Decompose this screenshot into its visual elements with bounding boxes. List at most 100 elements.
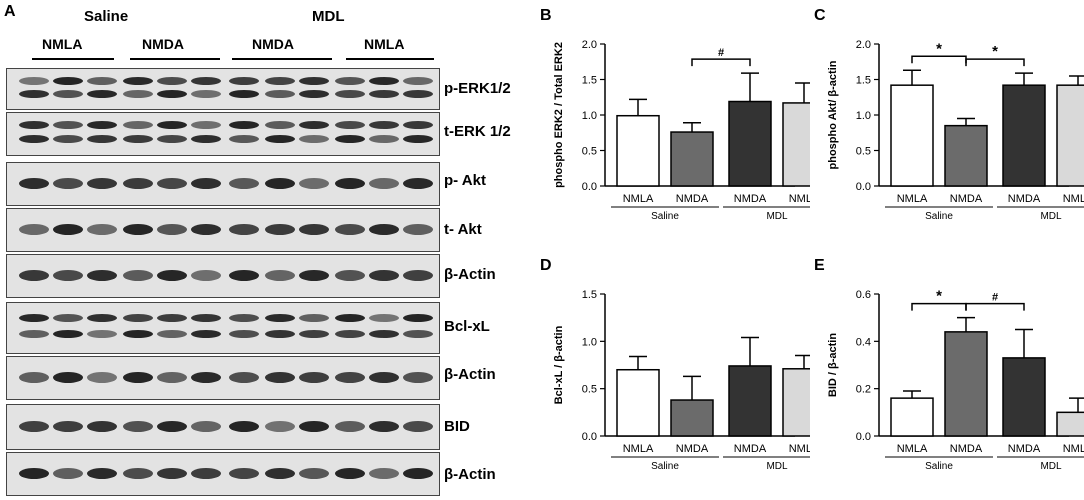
x-tick-label: NMLA (897, 193, 928, 205)
y-tick-label: 1.0 (582, 336, 597, 348)
y-tick-label: 1.5 (582, 289, 597, 301)
blot-row-label: β-Actin (444, 466, 496, 483)
bar (782, 102, 810, 187)
blot-strip (6, 112, 440, 156)
blot-band (53, 330, 83, 339)
blot-band (403, 420, 433, 432)
blot-band (191, 420, 221, 432)
blot-band (403, 121, 433, 130)
y-tick-label: 1.5 (582, 75, 597, 87)
bar (616, 114, 660, 187)
significance-mark: * (936, 40, 942, 57)
significance-mark: # (718, 47, 724, 59)
bar (670, 131, 714, 187)
blot-band (335, 135, 365, 144)
y-axis-label: BID / β-actin (827, 333, 839, 397)
blot-band (19, 90, 49, 99)
significance-bracket (965, 302, 1025, 311)
blot-band (369, 313, 399, 322)
y-tick-label: 0.0 (582, 431, 597, 443)
blot-band (335, 223, 365, 235)
blot-band (299, 121, 329, 130)
blot-band (53, 135, 83, 144)
blot-band (157, 330, 187, 339)
blot-strip (6, 208, 440, 252)
blot-band (229, 76, 259, 85)
blot-band (265, 420, 295, 432)
group-label: MDL (766, 211, 788, 222)
blot-band (19, 330, 49, 339)
blot-band (335, 330, 365, 339)
lane-group-label: NMLA (364, 36, 405, 52)
blot-band (191, 269, 221, 281)
significance-mark: # (992, 292, 998, 304)
y-axis-label: phospho Akt/ β-actin (827, 60, 839, 169)
blot-band (335, 177, 365, 189)
blot-band (123, 467, 153, 479)
significance-mark: * (936, 288, 942, 305)
group-label-saline: Saline (84, 8, 129, 25)
blot-band (123, 177, 153, 189)
y-tick-label: 2.0 (582, 39, 597, 51)
blot-band (335, 76, 365, 85)
x-tick-label: NMDA (1008, 443, 1041, 455)
panel-letter: E (814, 257, 825, 274)
blot-band (157, 76, 187, 85)
blot-band (335, 90, 365, 99)
blot-band (87, 90, 117, 99)
blot-band (335, 121, 365, 130)
group-label-mdl: MDL (312, 8, 345, 25)
y-tick-label: 1.0 (582, 110, 597, 122)
blot-strip (6, 254, 440, 298)
blot-band (299, 467, 329, 479)
blot-band (53, 76, 83, 85)
blot-band (19, 121, 49, 130)
y-tick-label: 2.0 (856, 39, 871, 51)
y-tick-label: 0.6 (856, 289, 871, 301)
blot-band (265, 121, 295, 130)
blot-band (229, 467, 259, 479)
blot-band (299, 313, 329, 322)
blot-band (19, 76, 49, 85)
x-tick-label: NMLA (623, 193, 654, 205)
blot-band (123, 371, 153, 383)
blot-band (19, 223, 49, 235)
y-axis-label: Bcl-xL / β-actin (553, 325, 565, 404)
blot-band (229, 371, 259, 383)
blot-band (87, 121, 117, 130)
blot-band (335, 467, 365, 479)
blot-band (157, 371, 187, 383)
group-label: Saline (925, 211, 953, 222)
blot-band (335, 269, 365, 281)
blot-band (369, 135, 399, 144)
significance-bracket (691, 58, 751, 67)
blot-strip (6, 302, 440, 354)
bar (944, 124, 988, 187)
group-label: MDL (766, 461, 788, 472)
blot-band (299, 177, 329, 189)
blot-band (53, 121, 83, 130)
y-tick-label: 1.0 (856, 110, 871, 122)
blot-band (19, 269, 49, 281)
x-tick-label: NMLA (1063, 443, 1084, 455)
blot-band (265, 135, 295, 144)
blot-band (87, 76, 117, 85)
blot-band (403, 371, 433, 383)
blot-band (123, 269, 153, 281)
blot-band (299, 330, 329, 339)
lane-group-underline (130, 58, 220, 60)
y-tick-label: 0.0 (582, 181, 597, 193)
blot-band (265, 467, 295, 479)
blot-band (403, 467, 433, 479)
blot-band (19, 177, 49, 189)
blot-band (265, 269, 295, 281)
blot-band (157, 135, 187, 144)
blot-band (191, 467, 221, 479)
y-tick-label: 0.5 (582, 146, 597, 158)
blot-band (87, 330, 117, 339)
x-tick-label: NMLA (1063, 193, 1084, 205)
bar (1056, 411, 1084, 437)
blot-band (265, 313, 295, 322)
blot-band (335, 420, 365, 432)
blot-band (53, 90, 83, 99)
